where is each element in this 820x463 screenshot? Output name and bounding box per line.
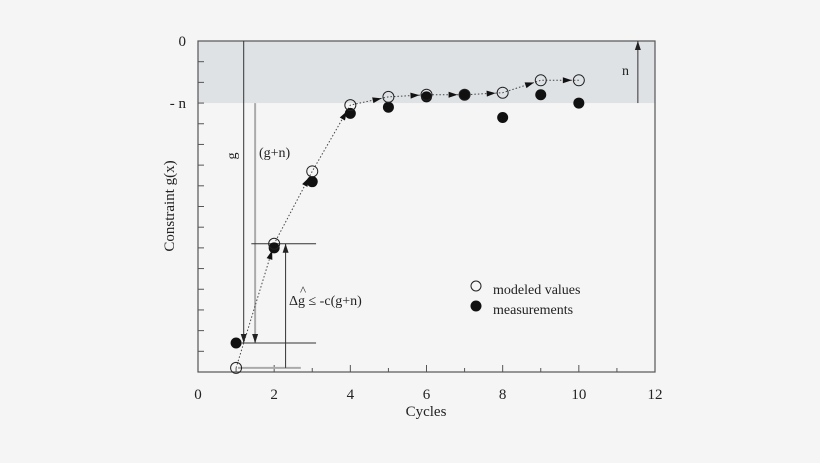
modeled-values-line: [235, 79, 579, 369]
trend-arrow-head: [266, 250, 273, 260]
data-marks: [230, 74, 585, 374]
modeled-point: [306, 165, 319, 178]
modeled-point: [572, 74, 585, 87]
measurement-point: [535, 89, 547, 101]
modeled-point: [458, 88, 471, 101]
trend-arrow-head: [448, 91, 458, 98]
modeled-point: [420, 88, 433, 101]
y-tick-label: 0: [179, 34, 187, 50]
legend: modeled values measurements: [470, 280, 580, 318]
measurement-point: [497, 112, 509, 124]
x-tick-label: 4: [347, 387, 355, 403]
measurement-point: [230, 337, 242, 349]
legend-label-modeled: modeled values: [493, 283, 580, 298]
delta-arrow-head: [282, 243, 289, 253]
trend-arrow-head: [372, 97, 382, 104]
modeled-point: [230, 361, 243, 374]
trend-arrow-head: [486, 90, 496, 97]
modeled-point: [344, 99, 357, 112]
legend-filled-circle: [470, 300, 482, 312]
x-tick-label: 8: [499, 387, 507, 403]
g-plus-n-arrow-head: [252, 334, 259, 344]
modeled-point: [268, 237, 281, 250]
annotation-delta: Δg ≤ -c(g+n): [289, 294, 362, 309]
measurement-point: [306, 176, 318, 188]
n-arrow-head: [634, 41, 641, 50]
measurement-point: [382, 101, 394, 113]
trend-arrow-head: [562, 77, 572, 84]
modeled-point: [496, 86, 509, 99]
axis-ticks: 0 2 4 6 8 10 12 0 - n: [170, 34, 663, 403]
annotation-g-plus-n: (g+n): [259, 146, 291, 161]
x-tick-label: 12: [648, 387, 663, 403]
y-tick-label: - n: [170, 96, 187, 112]
annotation-g: g: [225, 153, 240, 160]
trend-arrow-head: [410, 92, 420, 99]
y-axis-title: Constraint g(x): [162, 160, 178, 251]
x-axis-title: Cycles: [406, 404, 447, 420]
modeled-point: [534, 74, 547, 87]
x-tick-label: 2: [270, 387, 278, 403]
legend-open-circle: [470, 280, 482, 292]
measurement-point: [268, 242, 280, 254]
trend-arrow-head: [524, 82, 535, 89]
g-arrow-head: [240, 334, 247, 344]
legend-label-measurements: measurements: [493, 303, 573, 318]
annotation-delta-hat: ^: [300, 283, 306, 298]
measurement-point: [344, 107, 356, 119]
modeled-point: [382, 90, 395, 103]
measurement-point: [459, 89, 471, 101]
annotations: [237, 41, 641, 369]
x-tick-label: 0: [194, 387, 202, 403]
measurement-point: [573, 97, 585, 109]
x-tick-label: 10: [571, 387, 586, 403]
x-tick-label: 6: [423, 387, 431, 403]
annotation-n: n: [622, 64, 629, 79]
